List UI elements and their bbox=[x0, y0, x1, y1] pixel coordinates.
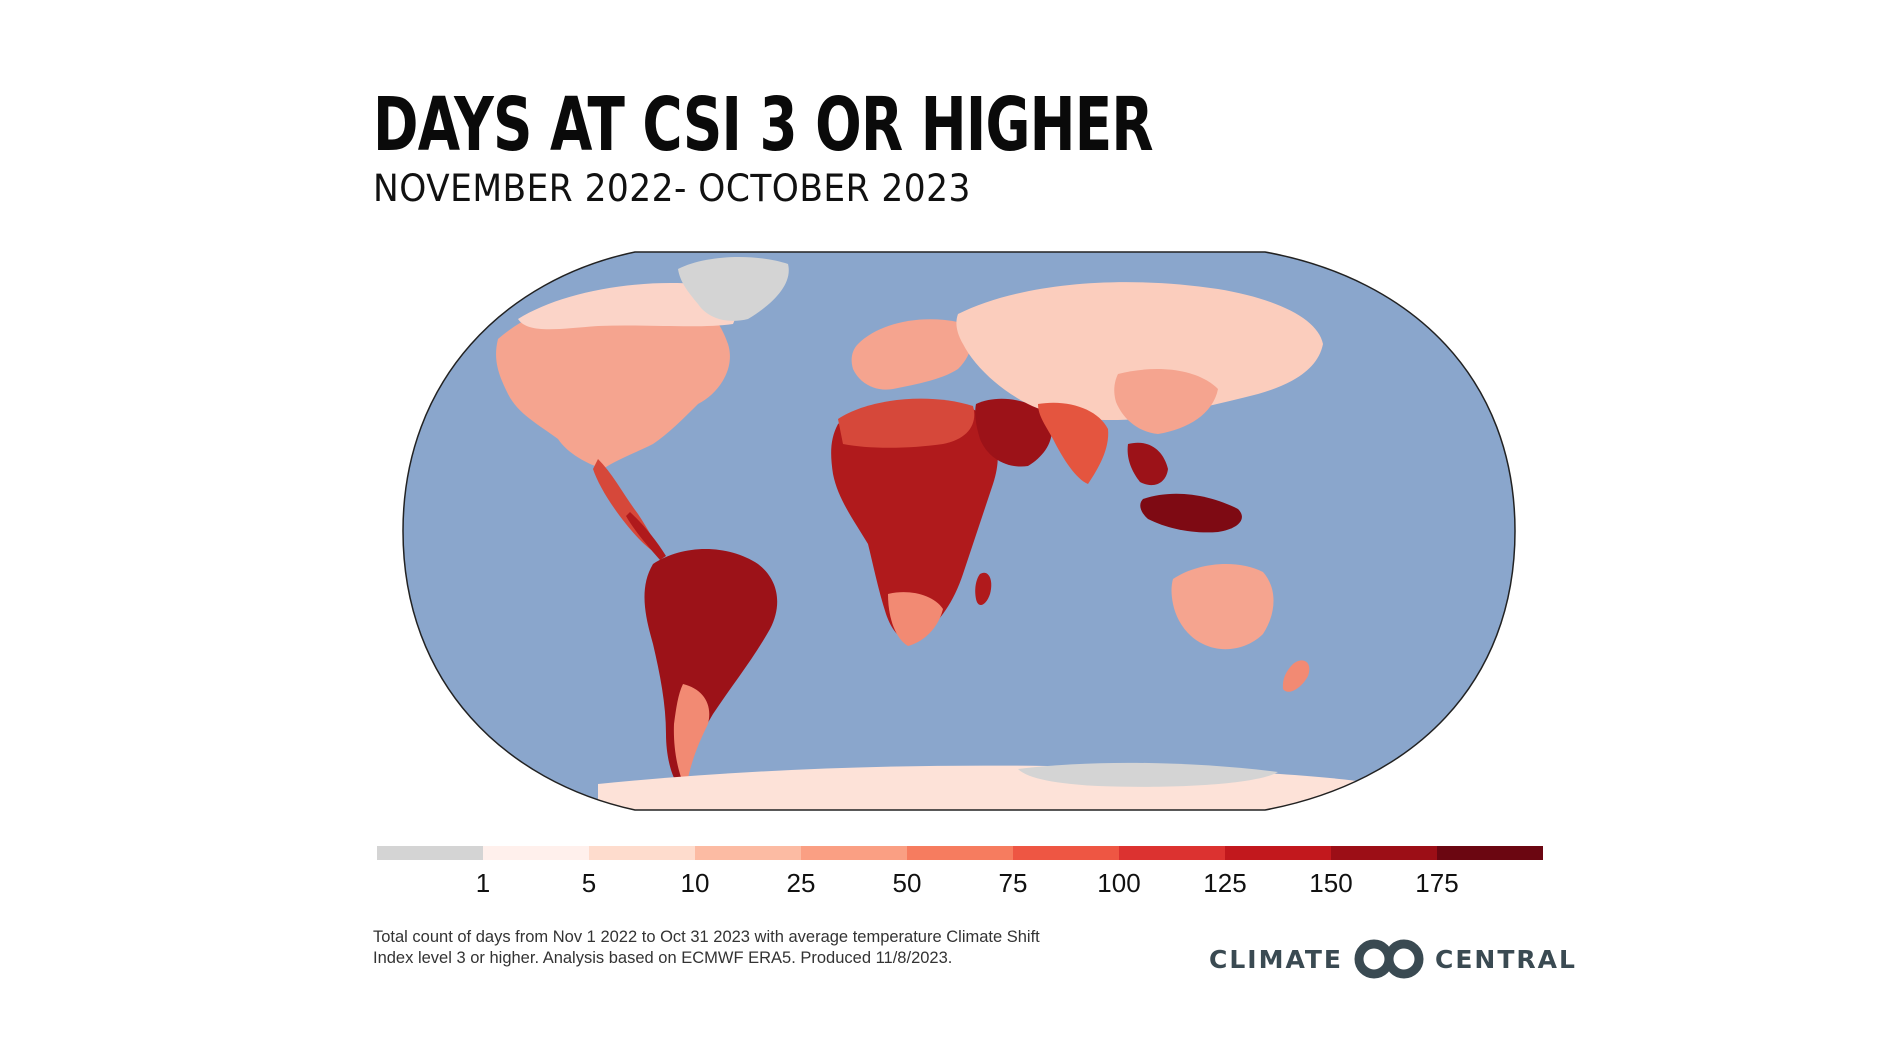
color-legend bbox=[377, 846, 1543, 860]
legend-tick: 5 bbox=[581, 868, 597, 898]
climate-central-logo: CLIMATE CENTRAL bbox=[1209, 938, 1577, 980]
legend-tick: 175 bbox=[1415, 868, 1459, 898]
madagascar bbox=[975, 572, 992, 606]
legend-bin-2 bbox=[589, 846, 695, 860]
legend-bin-6 bbox=[1013, 846, 1119, 860]
legend-tick: 150 bbox=[1309, 868, 1353, 898]
legend-bin-7 bbox=[1119, 846, 1225, 860]
legend-bin-0 bbox=[377, 846, 483, 860]
south-america-south bbox=[673, 684, 710, 789]
southeast-asia bbox=[1127, 442, 1168, 486]
legend-bin-1 bbox=[483, 846, 589, 860]
legend-bin-5 bbox=[907, 846, 1013, 860]
map-title: DAYS AT CSI 3 OR HIGHER bbox=[373, 82, 1154, 168]
africa-north bbox=[838, 398, 975, 448]
legend-bin-10 bbox=[1437, 846, 1543, 860]
legend-tick: 75 bbox=[998, 868, 1028, 898]
east-asia bbox=[1114, 369, 1218, 434]
africa-south bbox=[888, 592, 943, 646]
climate-central-rings-icon bbox=[1354, 939, 1424, 979]
legend-tick: 25 bbox=[786, 868, 816, 898]
south-asia bbox=[1038, 402, 1109, 484]
north-america bbox=[496, 291, 730, 469]
europe bbox=[851, 319, 972, 390]
legend-bin-9 bbox=[1331, 846, 1437, 860]
legend-tick: 125 bbox=[1203, 868, 1247, 898]
africa bbox=[831, 401, 998, 641]
legend-bin-3 bbox=[695, 846, 801, 860]
greenland bbox=[678, 257, 789, 321]
indonesia bbox=[1140, 493, 1242, 533]
footnote: Total count of days from Nov 1 2022 to O… bbox=[373, 928, 1040, 967]
map-subtitle: NOVEMBER 2022- OCTOBER 2023 bbox=[373, 167, 971, 210]
legend-tick: 1 bbox=[475, 868, 491, 898]
legend-bin-4 bbox=[801, 846, 907, 860]
middle-east bbox=[975, 398, 1052, 467]
legend-bin-8 bbox=[1225, 846, 1331, 860]
map-frame bbox=[402, 251, 1516, 811]
australia bbox=[1171, 563, 1274, 650]
logo-right-text: CENTRAL bbox=[1435, 944, 1577, 974]
legend-tick: 10 bbox=[680, 868, 710, 898]
logo-left-text: CLIMATE bbox=[1209, 944, 1343, 974]
legend-tick: 50 bbox=[892, 868, 922, 898]
new-zealand bbox=[1282, 660, 1310, 692]
north-america-north bbox=[518, 283, 737, 330]
antarctica-ice bbox=[1018, 762, 1278, 787]
world-map bbox=[398, 244, 1520, 818]
central-america bbox=[626, 512, 666, 560]
legend-tick: 100 bbox=[1097, 868, 1141, 898]
asia bbox=[956, 282, 1323, 421]
